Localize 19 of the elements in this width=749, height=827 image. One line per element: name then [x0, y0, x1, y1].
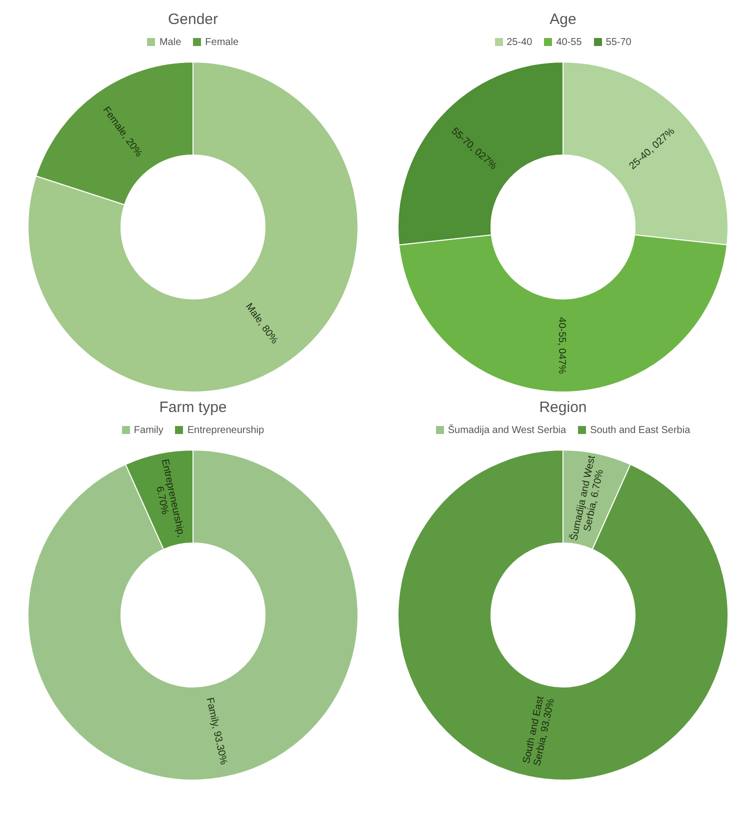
legend-label: South and East Serbia — [589, 424, 690, 436]
legend-label: Šumadija and West Serbia — [446, 424, 566, 436]
chart-title: Region — [538, 398, 588, 418]
data-label: South and East Serbia, 93.30% — [521, 695, 558, 767]
data-label: 40-55, 047% — [556, 317, 567, 374]
legend-label: Female — [204, 36, 239, 48]
chart-title: Age — [548, 10, 578, 30]
donut-slice — [398, 450, 728, 780]
legend-label: Family — [132, 424, 164, 436]
legend-label: 40-55 — [555, 36, 582, 48]
chart-title: Farm type — [158, 398, 228, 418]
legend-label: Entrepreneurship — [186, 424, 264, 436]
chart-title: Gender — [166, 10, 220, 30]
legend-label: Male — [158, 36, 182, 48]
legend-label: 25-40 — [506, 36, 532, 48]
data-label: Family, 93.30% — [204, 696, 229, 766]
donut-slice — [28, 62, 358, 392]
legend-label: 55-70 — [604, 36, 632, 48]
donut-slice — [28, 450, 358, 780]
